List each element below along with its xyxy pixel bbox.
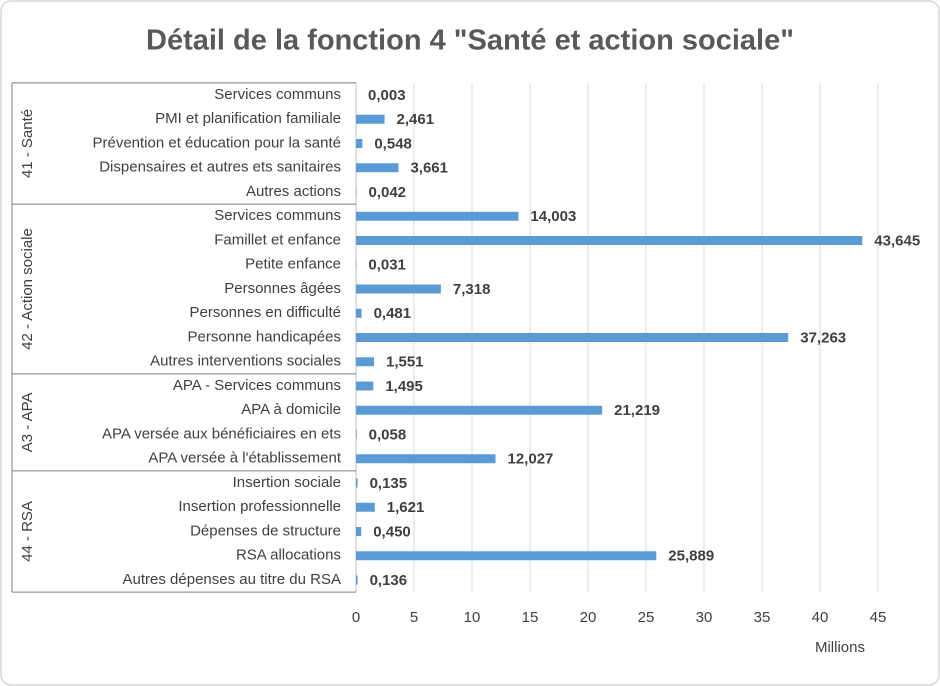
value-label: 3,661: [410, 160, 448, 177]
bar: [356, 211, 519, 221]
bar: [356, 139, 363, 148]
bar: [356, 405, 603, 415]
value-label: 0,031: [368, 257, 406, 274]
group-label: 44 - RSA: [19, 501, 36, 562]
x-tick-label: 30: [696, 609, 713, 626]
x-tick-label: 5: [410, 609, 418, 626]
value-label: 43,645: [874, 232, 920, 249]
y-tick-label: Famillet et enfance: [214, 231, 341, 248]
x-tick-label: 35: [754, 609, 771, 626]
bar: [356, 357, 374, 367]
value-label: 0,058: [369, 426, 407, 443]
bar: [356, 333, 789, 342]
x-tick-label: 25: [638, 609, 655, 626]
value-label: 25,889: [668, 548, 714, 565]
y-tick-label: Insertion sociale: [233, 474, 341, 491]
bar: [356, 527, 362, 536]
value-label: 0,481: [374, 305, 412, 322]
bar: [356, 478, 358, 488]
y-tick-label: Autres actions: [246, 183, 341, 200]
value-label: 0,042: [368, 184, 406, 201]
bar: [356, 308, 362, 318]
x-tick-label: 20: [580, 609, 597, 626]
value-label: 21,219: [614, 402, 660, 419]
bar: [356, 381, 374, 391]
bar: [356, 430, 357, 439]
y-tick-label: APA - Services communs: [173, 377, 341, 394]
bar: [356, 551, 657, 561]
value-label: 37,263: [800, 329, 846, 346]
y-tick-label: Personnes en difficulté: [190, 304, 342, 321]
value-label: 0,136: [370, 572, 408, 589]
x-tick-label: 10: [464, 609, 481, 626]
chart-title: Détail de la fonction 4 "Santé et action…: [146, 25, 794, 57]
x-tick-label: 45: [870, 609, 887, 626]
y-tick-label: Personne handicapées: [188, 328, 341, 345]
value-label: 1,551: [386, 354, 424, 371]
value-label: 12,027: [508, 451, 554, 468]
x-tick-label: 15: [522, 609, 539, 626]
value-label: 1,621: [387, 499, 425, 516]
x-axis-label: Millions: [815, 639, 865, 656]
value-label: 2,461: [397, 111, 435, 128]
value-label: 14,003: [530, 208, 576, 225]
y-tick-label: Insertion professionnelle: [178, 498, 341, 515]
group-label: 41 - Santé: [19, 109, 36, 178]
y-tick-label: Services communs: [214, 207, 341, 224]
bar: [356, 502, 375, 512]
x-tick-label: 40: [812, 609, 829, 626]
y-tick-label: APA versée à l'établissement: [148, 450, 342, 467]
y-tick-label: Autres dépenses au titre du RSA: [123, 571, 341, 588]
value-label: 0,548: [374, 135, 412, 152]
y-tick-label: PMI et planification familiale: [155, 110, 341, 127]
bar: [356, 284, 441, 294]
y-tick-label: RSA allocations: [236, 547, 341, 564]
x-tick-label: 0: [352, 609, 360, 626]
bar: [356, 575, 358, 585]
bar: [356, 454, 496, 464]
y-tick-label: Prévention et éducation pour la santé: [92, 134, 341, 151]
y-tick-label: Services communs: [214, 86, 341, 103]
y-tick-label: APA à domicile: [241, 401, 341, 418]
value-label: 0,003: [368, 87, 406, 104]
y-tick-label: Autres interventions sociales: [150, 353, 341, 370]
group-label: 42 - Action sociale: [19, 228, 36, 350]
bar: [356, 163, 399, 173]
y-tick-label: APA versée aux bénéficiaires en ets: [102, 425, 341, 442]
y-tick-label: Dispensaires et autres ets sanitaires: [99, 159, 341, 176]
value-label: 0,135: [370, 475, 408, 492]
y-tick-label: Dépenses de structure: [190, 522, 341, 539]
value-label: 1,495: [385, 378, 423, 395]
group-label: A3 - APA: [19, 392, 36, 452]
bar: [356, 114, 385, 124]
y-tick-label: Personnes âgées: [224, 280, 341, 297]
y-tick-label: Petite enfance: [245, 256, 341, 273]
value-label: 7,318: [453, 281, 491, 298]
bar: [356, 236, 863, 245]
value-label: 0,450: [373, 523, 411, 540]
